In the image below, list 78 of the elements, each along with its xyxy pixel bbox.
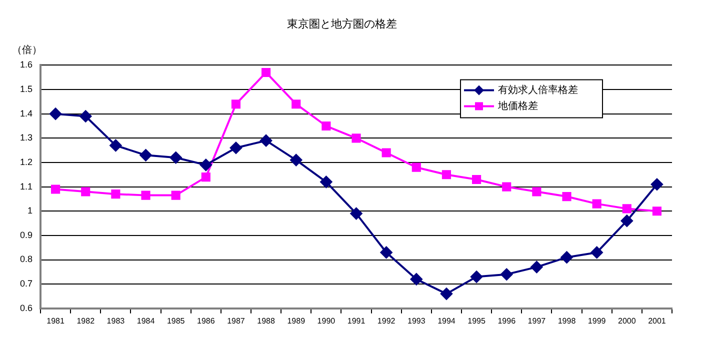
x-tick-label: 1998 <box>558 316 576 326</box>
x-tick-label: 1997 <box>528 316 546 326</box>
point <box>652 206 662 216</box>
x-tick-label: 1996 <box>498 316 516 326</box>
x-tick-label: 1984 <box>136 316 156 326</box>
x-tick-label: 1982 <box>76 316 96 326</box>
x-tick-label: 1993 <box>408 316 426 326</box>
point <box>592 199 602 208</box>
point <box>170 152 182 164</box>
y-tick-label: 1.4 <box>20 108 33 118</box>
y-tick-label: 0.7 <box>20 278 33 289</box>
y-tick-label: 1.1 <box>20 181 33 192</box>
point <box>111 190 120 199</box>
point <box>51 184 60 194</box>
x-tick-label: 1986 <box>197 316 216 326</box>
x-tick-label: 1991 <box>347 316 366 326</box>
point <box>80 110 92 122</box>
point <box>440 288 452 300</box>
point <box>200 158 212 171</box>
point <box>262 68 271 78</box>
legend-label: 地価格差 <box>497 100 538 112</box>
point <box>650 178 663 190</box>
point <box>470 270 483 283</box>
point <box>322 121 331 131</box>
point <box>410 273 422 286</box>
y-tick-label: 1.6 <box>20 60 33 70</box>
y-axis-title: （倍） <box>12 44 42 56</box>
point <box>320 176 332 188</box>
x-tick-label: 1989 <box>287 316 306 326</box>
point <box>292 100 301 109</box>
point <box>500 268 513 280</box>
x-tick-label: 1985 <box>166 316 186 326</box>
point <box>532 187 542 196</box>
point <box>502 182 512 192</box>
y-tick-label: 0.6 <box>20 302 33 313</box>
point <box>530 261 543 274</box>
point <box>260 134 272 147</box>
point <box>472 174 482 184</box>
point <box>140 149 152 162</box>
y-tick-label: 1.5 <box>20 84 33 94</box>
x-tick-label: 1987 <box>227 316 246 326</box>
point <box>622 204 632 214</box>
x-tick-label: 1990 <box>317 316 336 326</box>
point <box>442 170 452 180</box>
y-tick-label: 0.8 <box>20 254 33 264</box>
legend-label: 有効求人倍率格差 <box>498 84 578 96</box>
point <box>590 246 603 258</box>
point <box>141 190 150 200</box>
y-tick-label: 1 <box>27 206 33 216</box>
x-tick-label: 1999 <box>588 316 606 326</box>
x-tick-label: 1983 <box>106 316 126 326</box>
y-tick-label: 1.2 <box>20 156 33 167</box>
point <box>560 251 573 264</box>
x-tick-label: 1994 <box>438 316 456 326</box>
point <box>230 142 242 154</box>
point <box>352 134 361 143</box>
point <box>382 148 391 158</box>
point <box>231 100 241 109</box>
point <box>50 108 62 120</box>
point <box>201 172 210 182</box>
point <box>81 187 90 196</box>
point <box>171 190 180 200</box>
x-tick-label: 1981 <box>46 316 65 326</box>
x-tick-label: 2000 <box>618 316 636 326</box>
x-tick-label: 1995 <box>468 316 486 326</box>
point <box>350 208 362 220</box>
x-tick-label: 1988 <box>257 316 276 326</box>
point <box>380 246 392 258</box>
point <box>290 154 302 166</box>
point <box>110 139 122 152</box>
chart-title: 東京圏と地方圏の格差 <box>287 18 397 31</box>
point <box>412 162 421 172</box>
y-tick-label: 0.9 <box>20 230 33 240</box>
y-tick-label: 1.3 <box>20 132 33 143</box>
point <box>620 214 633 227</box>
point <box>562 192 572 202</box>
x-tick-label: 1992 <box>377 316 396 326</box>
x-tick-label: 2001 <box>648 316 666 326</box>
